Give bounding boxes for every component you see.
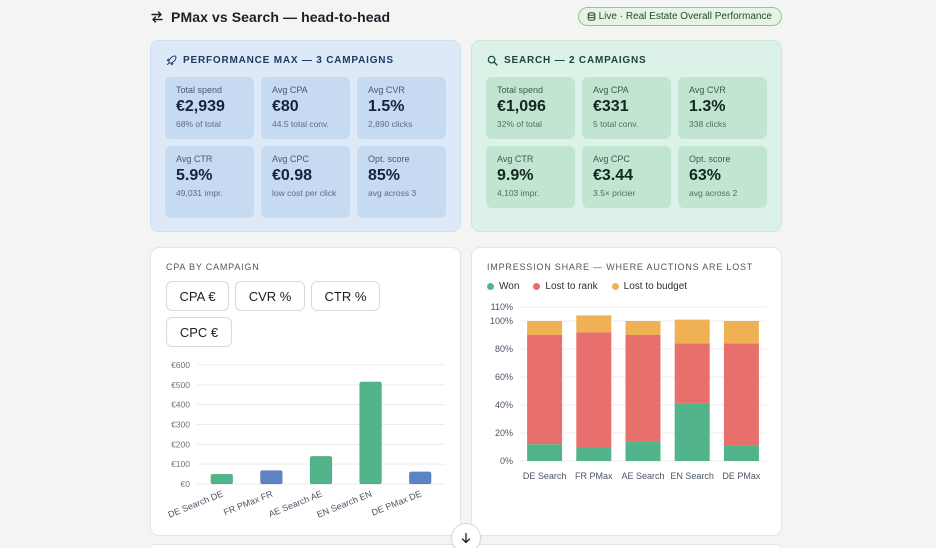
pmax-tile-spend: Total spend €2,939 68% of total [165,77,254,139]
imp-segment-won [723,445,759,461]
search-heading: SEARCH — 2 CAMPAIGNS [487,55,647,66]
metric-button-cvr[interactable]: CVR % [235,281,305,311]
metric-button-cpc[interactable]: CPC € [166,317,232,347]
imp-segment-won [625,441,661,461]
metric-button-cpa[interactable]: CPA € [166,281,229,311]
x-tick-label: EN Search [670,471,714,481]
x-tick-label: EN Search EN [315,489,373,520]
badge-label: Live · Real Estate Overall Performance [598,11,772,22]
imp-segment-lost-to-budget [576,315,612,333]
legend-item-won: Won [487,281,519,292]
legend-item-lost-budget: Lost to budget [611,281,687,292]
y-tick-label: 80% [495,344,513,354]
x-tick-label: DE Search DE [167,489,225,520]
search-icon [487,55,498,66]
rocket-icon [166,55,177,66]
cpa-card-title: CPA BY CAMPAIGN [166,262,260,272]
x-tick-label: DE PMax DE [370,489,423,518]
y-tick-label: 60% [495,372,513,382]
search-tile-opt-score: Opt. score 63% avg across 2 [678,146,767,208]
imp-segment-lost-to-rank [576,332,612,447]
x-tick-label: DE Search [523,471,567,481]
arrow-down-icon [460,532,472,544]
impression-share-chart: 0% 20% 40% 60% 80% 100% 110% DE Search FR PMax AE… [490,302,766,481]
imp-segment-lost-to-budget [723,321,759,344]
cpa-bar [210,473,234,485]
search-summary-panel: SEARCH — 2 CAMPAIGNS Total spend €1,096 32… [471,40,782,232]
pmax-tile-cvr: Avg CVR 1.5% 2,890 clicks [357,77,446,139]
cpa-bar-chart: €0 €100 €200 €300 €400 €500 €600 DE Search DEFR… [167,360,445,520]
y-tick-label: €200 [171,439,190,449]
y-tick-label: €300 [171,420,190,430]
imp-segment-lost-to-budget [527,321,563,335]
metric-button-ctr[interactable]: CTR % [311,281,380,311]
y-tick-label: €0 [181,479,191,489]
search-tile-cpa: Avg CPA €331 5 total conv. [582,77,671,139]
x-tick-label: DE PMax [722,471,761,481]
cpa-by-campaign-card: CPA BY CAMPAIGN CPA € CVR % CTR % CPC € … [150,247,461,536]
imp-segment-lost-to-rank [723,343,759,446]
imp-segment-lost-to-budget [625,321,661,335]
x-tick-label: FR PMax FR [222,488,274,517]
impression-share-card: IMPRESSION SHARE — WHERE AUCTIONS ARE LO… [471,247,782,536]
y-tick-label: €100 [171,459,190,469]
imp-card-title: IMPRESSION SHARE — WHERE AUCTIONS ARE LO… [487,262,754,272]
pmax-tile-opt-score: Opt. score 85% avg across 3 [357,146,446,218]
page-header: PMax vs Search — head-to-head Live · Rea… [150,6,782,28]
y-tick-label: 110% [491,302,513,312]
y-tick-label: €600 [171,360,190,370]
imp-segment-lost-to-rank [625,335,661,442]
pmax-tile-cpc: Avg CPC €0.98 low cost per click [261,146,350,218]
imp-segment-lost-to-rank [674,343,710,404]
search-tile-spend: Total spend €1,096 32% of total [486,77,575,139]
pmax-summary-panel: PERFORMANCE MAX — 3 CAMPAIGNS Total spen… [150,40,461,232]
cpa-bar [408,471,432,485]
cpa-bar [309,455,333,485]
swap-arrows-icon [150,10,164,24]
imp-segment-won [674,403,710,461]
cpa-bar [260,470,283,485]
legend-item-lost-rank: Lost to rank [533,281,598,292]
imp-segment-lost-to-rank [527,335,563,445]
imp-segment-lost-to-budget [674,319,710,344]
database-icon [587,12,596,21]
legend-dot-won [487,283,494,290]
x-tick-label: AE Search AE [267,489,324,520]
pmax-heading: PERFORMANCE MAX — 3 CAMPAIGNS [166,55,394,66]
y-tick-label: 100% [490,316,513,326]
search-tile-ctr: Avg CTR 9.9% 4,103 impr. [486,146,575,208]
y-tick-label: 20% [495,428,513,438]
y-tick-label: 40% [495,400,513,410]
page-title: PMax vs Search — head-to-head [171,9,391,25]
imp-segment-won [527,444,563,461]
y-tick-label: €400 [171,400,190,410]
legend-dot-lost-budget [611,283,619,290]
scroll-down-button[interactable] [451,523,481,548]
search-tile-cvr: Avg CVR 1.3% 338 clicks [678,77,767,139]
imp-segment-won [576,447,612,461]
x-tick-label: FR PMax [575,471,613,481]
x-tick-label: AE Search [621,471,664,481]
live-source-badge[interactable]: Live · Real Estate Overall Performance [577,7,782,26]
legend-dot-lost-rank [533,283,541,290]
pmax-tile-ctr: Avg CTR 5.9% 49,031 impr. [165,146,254,218]
search-tile-cpc: Avg CPC €3.44 3.5× pricier [582,146,671,208]
cpa-bar [359,381,382,485]
y-tick-label: 0% [500,456,513,466]
imp-legend: Won Lost to rank Lost to budget [487,281,701,292]
y-tick-label: €500 [171,380,190,390]
pmax-tile-cpa: Avg CPA €80 44.5 total conv. [261,77,350,139]
